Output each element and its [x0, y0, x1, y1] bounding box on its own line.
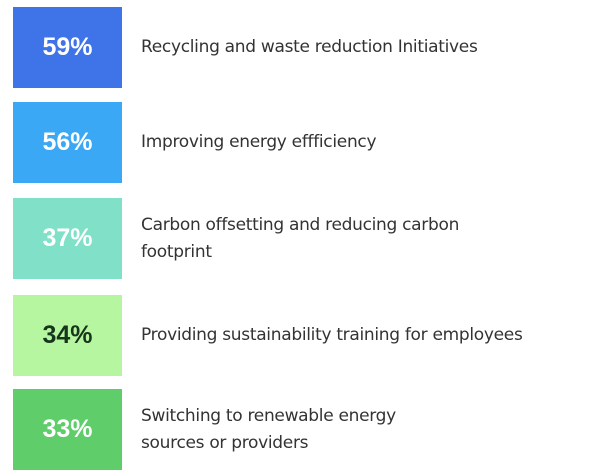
label-line: Switching to renewable energy: [141, 405, 396, 426]
label-line: Recycling and waste reduction Initiative…: [141, 37, 478, 57]
item-label: Carbon offsetting and reducing carbon foo…: [141, 212, 459, 266]
label-line: Providing sustainability training for em…: [141, 325, 523, 345]
label-line: Carbon offsetting and reducing carbon: [141, 214, 460, 235]
item-label: Switching to renewable energy sources or …: [141, 403, 396, 457]
percent-tile: 34%: [13, 295, 122, 376]
item-row: 59% Recycling and waste reduction Initiat…: [13, 7, 588, 88]
item-label: Providing sustainability training for em…: [141, 322, 523, 349]
label-line: Improving energy effficiency: [141, 132, 377, 152]
item-label: Recycling and waste reduction Initiative…: [141, 34, 478, 61]
item-row: 37% Carbon offsetting and reducing carbon…: [13, 198, 588, 279]
percent-tile: 37%: [13, 198, 122, 279]
percent-tile: 33%: [13, 389, 122, 470]
item-label: Improving energy effficiency: [141, 129, 377, 156]
percent-tile: 56%: [13, 102, 122, 183]
item-row: 33% Switching to renewable energy sources …: [13, 389, 588, 470]
label-line: sources or providers: [141, 432, 309, 453]
label-line: footprint: [141, 241, 212, 262]
percent-tile: 59%: [13, 7, 122, 88]
item-row: 34% Providing sustainability training for…: [13, 295, 588, 376]
item-row: 56% Improving energy effficiency: [13, 102, 588, 183]
